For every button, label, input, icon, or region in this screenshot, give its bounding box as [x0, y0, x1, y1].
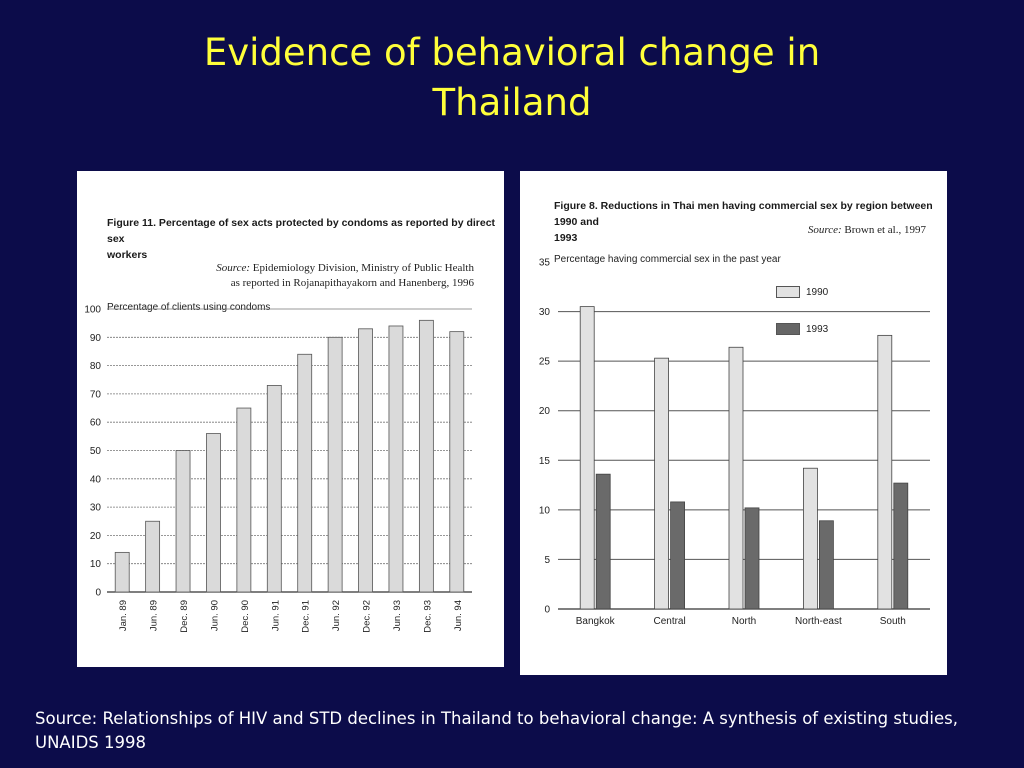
y-tick-label: 20 [90, 531, 102, 542]
y-tick-label: 5 [544, 555, 550, 566]
y-tick-label: 0 [544, 605, 550, 616]
legend-swatch-1993 [776, 323, 800, 335]
y-tick-label: 60 [90, 418, 102, 429]
bar-1993 [670, 501, 686, 610]
bar-1990 [654, 357, 670, 610]
y-tick-label: 80 [90, 361, 102, 372]
x-tick-label: Central [653, 616, 685, 627]
condom-chart-source-label: Source: [216, 262, 251, 274]
legend-label-1990: 1990 [806, 286, 829, 298]
commercial-sex-chart-source-text: Brown et al., 1997 [844, 224, 926, 236]
x-tick-label: Jun. 93 [392, 600, 403, 631]
commercial-sex-chart-caption: Figure 8. Reductions in Thai men having … [554, 198, 944, 246]
x-tick-label: Jun. 92 [331, 600, 342, 631]
bar [175, 450, 191, 593]
bar [266, 385, 282, 593]
bar [358, 328, 373, 593]
condom-chart-source-line1: Epidemiology Division, Ministry of Publi… [252, 262, 474, 274]
y-tick-label: 30 [90, 503, 102, 514]
legend-swatch-1990 [776, 286, 800, 298]
condom-chart-caption: Figure 11. Percentage of sex acts protec… [107, 215, 497, 263]
x-tick-label: Jun. 89 [149, 600, 160, 631]
condom-chart-source-line2: as reported in Rojanapithayakorn and Han… [230, 277, 474, 289]
slide-title-line2: Thailand [432, 81, 592, 124]
commercial-sex-chart: 0 5 10 15 20 25 30 35 Bangkok Central North North-e… [539, 258, 930, 627]
bar [145, 520, 161, 593]
legend-label-1993: 1993 [806, 323, 829, 335]
y-tick-label: 25 [539, 357, 551, 368]
x-tick-label: Jun. 91 [270, 600, 281, 631]
x-tick-label: Dec. 90 [240, 600, 251, 633]
condom-use-chart: 0 10 20 30 40 50 60 70 80 90 100 Jan. 89 Jun. 89 Dec.… [84, 305, 472, 633]
bar [388, 325, 404, 593]
y-tick-label: 20 [539, 406, 551, 417]
bar-1990 [802, 467, 818, 610]
bar-1993 [818, 520, 834, 610]
y-tick-label: 40 [90, 474, 102, 485]
bar-1990 [728, 346, 744, 610]
legend-item-1993: 1993 [776, 323, 828, 335]
commercial-sex-chart-ylabel: Percentage having commercial sex in the … [554, 254, 781, 265]
x-tick-label: Dec. 91 [301, 600, 312, 633]
commercial-sex-chart-panel: Figure 8. Reductions in Thai men having … [520, 171, 947, 675]
x-tick-label: South [880, 616, 906, 627]
slide-title: Evidence of behavioral change in Thailan… [0, 28, 1024, 128]
y-tick-label: 35 [539, 258, 551, 269]
x-tick-label: Dec. 93 [422, 600, 433, 633]
y-tick-label: 30 [539, 307, 551, 318]
condom-chart-ylabel: Percentage of clients using condoms [107, 302, 271, 313]
condom-use-chart-panel: Figure 11. Percentage of sex acts protec… [77, 171, 504, 667]
commercial-sex-chart-caption-line1: Figure 8. Reductions in Thai men having … [554, 200, 933, 228]
y-tick-label: 10 [539, 505, 551, 516]
source-note: Source: Relationships of HIV and STD dec… [35, 709, 958, 752]
bar-1993 [595, 473, 611, 610]
y-tick-label: 0 [95, 588, 101, 599]
y-tick-label: 100 [84, 305, 101, 316]
bar [418, 319, 434, 593]
y-tick-label: 15 [539, 456, 551, 467]
bar [297, 353, 313, 593]
x-tick-label: North [732, 616, 756, 627]
x-tick-label: Dec. 92 [362, 600, 373, 633]
commercial-sex-chart-source: Source: Brown et al., 1997 [720, 223, 926, 238]
y-tick-label: 10 [90, 559, 102, 570]
y-tick-label: 70 [90, 389, 102, 400]
y-tick-label: 90 [90, 333, 102, 344]
bar-1993 [893, 482, 909, 610]
x-tick-label: Jun. 94 [453, 600, 464, 631]
x-tick-label: Bangkok [576, 616, 616, 627]
bar [449, 331, 465, 593]
bar [114, 551, 130, 593]
x-tick-label: Dec. 89 [179, 600, 190, 633]
commercial-sex-chart-source-label: Source: [807, 224, 842, 236]
bar [236, 407, 252, 593]
x-tick-label: Jan. 89 [118, 600, 129, 631]
y-tick-label: 50 [90, 446, 102, 457]
x-tick-label: Jun. 90 [209, 600, 220, 631]
bar [206, 433, 221, 593]
condom-chart-caption-line2: workers [107, 249, 148, 261]
commercial-sex-chart-caption-line2: 1993 [554, 232, 578, 244]
bar-1990 [579, 306, 595, 610]
slide-title-line1: Evidence of behavioral change in [203, 31, 821, 74]
bar-1990 [877, 334, 893, 610]
bar [327, 336, 343, 593]
legend-item-1990: 1990 [776, 286, 828, 298]
x-tick-label: North-east [795, 616, 842, 627]
condom-chart-caption-line1: Figure 11. Percentage of sex acts protec… [107, 217, 496, 245]
bar-1993 [744, 507, 760, 610]
condom-chart-source: Source: Epidemiology Division, Ministry … [117, 261, 474, 291]
